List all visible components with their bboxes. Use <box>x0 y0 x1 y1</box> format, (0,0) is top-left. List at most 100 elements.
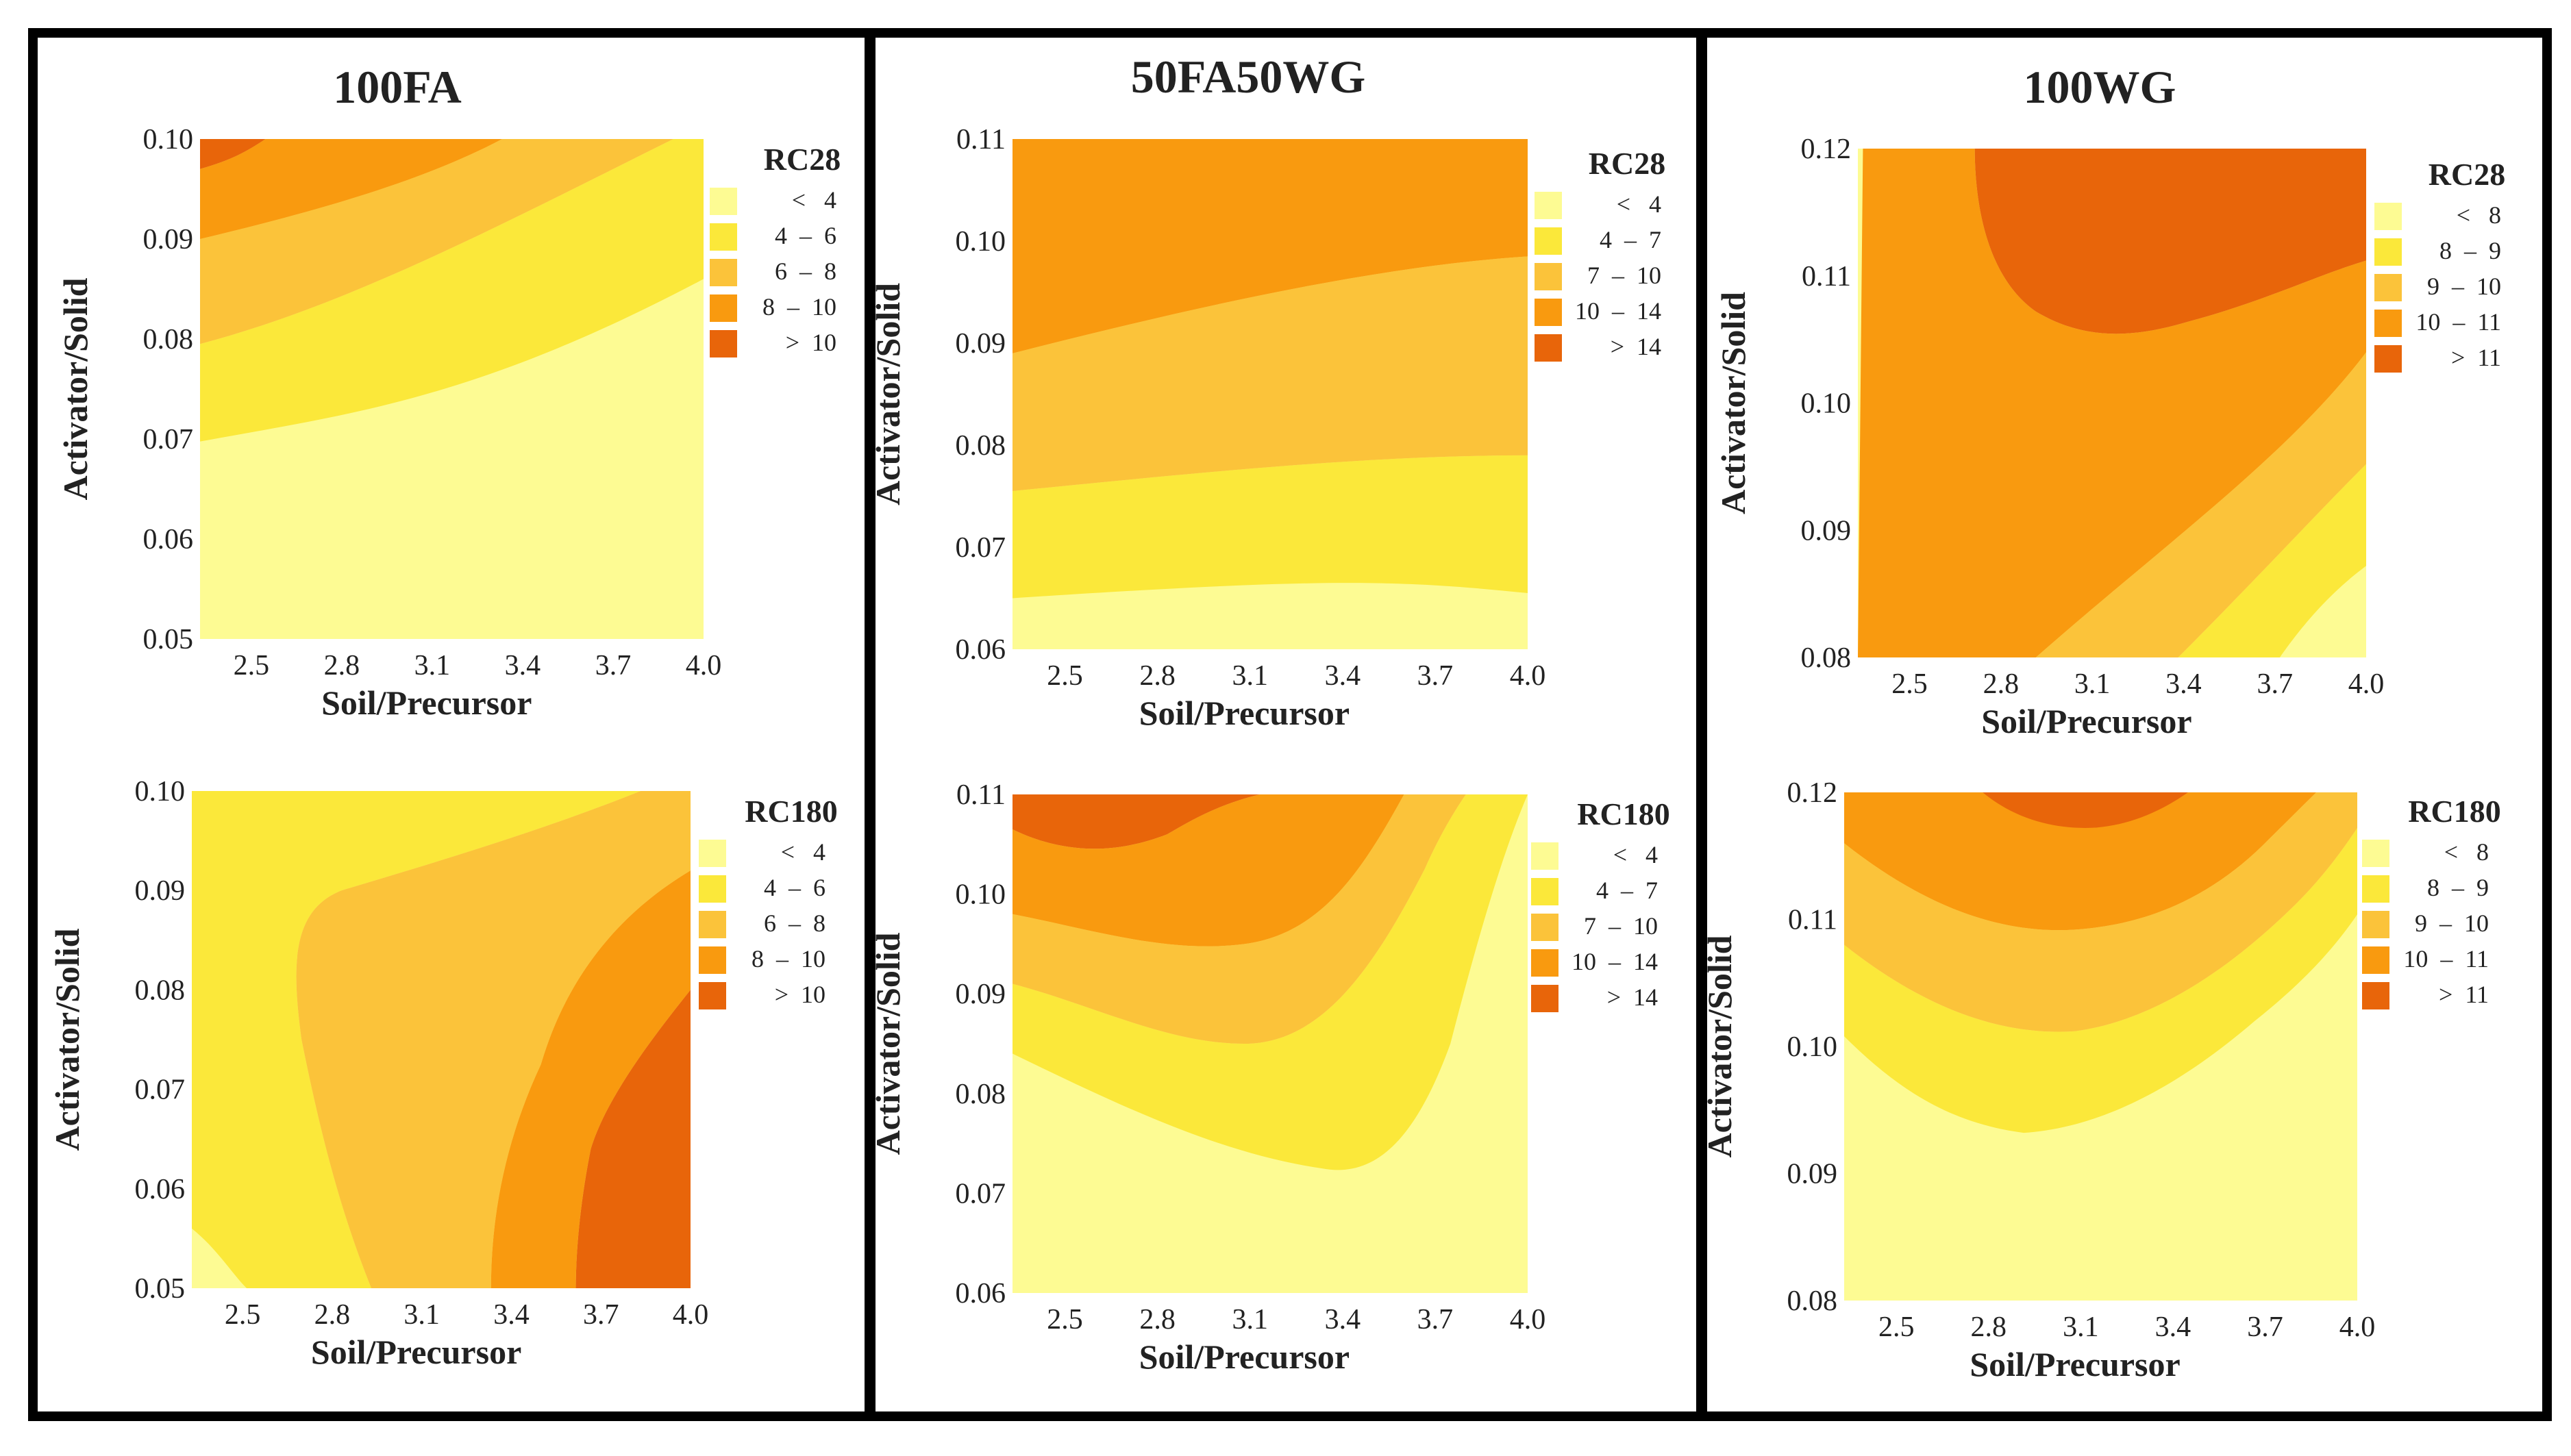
x-axis-label: Soil/Precursor <box>1139 1338 1350 1376</box>
x-axis-label: Soil/Precursor <box>311 1333 521 1371</box>
legend-label: 4 – 7 <box>1600 226 1661 253</box>
x-tick-label: 3.7 <box>595 650 632 681</box>
x-axis-label: Soil/Precursor <box>1970 1345 2180 1383</box>
y-tick-label: 0.08 <box>1801 642 1852 674</box>
contour-level-4 <box>1013 794 1404 946</box>
x-tick-label: 3.7 <box>583 1299 619 1331</box>
legend-swatch <box>710 259 737 286</box>
legend-swatch <box>710 294 737 322</box>
contour-level-1 <box>192 1228 247 1288</box>
panel-5: 0.11 0.10 0.09 0.08 0.07 0.06 2.5 2.8 3.1 3.4 3.7 4… <box>869 779 1670 1376</box>
y-tick-label: 0.12 <box>1787 777 1838 809</box>
legend-label: > 14 <box>1611 333 1661 360</box>
contour-level-2 <box>192 791 641 1288</box>
y-tick-label: 0.10 <box>956 879 1006 911</box>
x-tick-label: 4.0 <box>1510 660 1546 692</box>
x-tick-label: 2.8 <box>1971 1311 2007 1343</box>
x-tick-label: 3.7 <box>2257 668 2293 700</box>
column-divider-left <box>865 33 875 1416</box>
y-tick-label: 0.10 <box>1787 1031 1838 1063</box>
panel-title: 100WG <box>2024 61 2176 113</box>
column-divider-right <box>1696 33 1707 1416</box>
legend-swatch <box>710 223 737 251</box>
legend: RC28 < 4 4 – 7 7 – 10 10 – 14 > 14 <box>1535 146 1665 362</box>
contour-level-5 <box>200 139 266 169</box>
y-axis-label: Activator/Solid <box>56 277 95 500</box>
y-tick-label: 0.09 <box>956 979 1006 1010</box>
x-tick-label: 3.4 <box>1325 660 1361 692</box>
legend-swatch <box>1535 299 1562 326</box>
contour-level-1 <box>1013 794 1528 1293</box>
legend-label: 9 – 10 <box>2415 909 2489 937</box>
legend-label: < 4 <box>1617 190 1661 218</box>
y-tick-label: 0.12 <box>1801 134 1852 165</box>
legend-label: < 4 <box>792 186 836 214</box>
y-tick-label: 0.05 <box>143 624 194 655</box>
legend-label: 10 – 14 <box>1572 948 1658 975</box>
contour-area <box>200 139 704 639</box>
x-tick-label: 4.0 <box>2339 1311 2376 1343</box>
legend-label: 8 – 9 <box>2427 874 2489 901</box>
legend-label: 10 – 11 <box>2403 945 2489 972</box>
contour-level-2 <box>2178 464 2366 657</box>
legend-swatch <box>710 188 737 215</box>
contour-area <box>1013 794 1528 1293</box>
legend-label: 4 – 6 <box>775 222 836 249</box>
y-tick-label: 0.07 <box>143 424 194 455</box>
contour-area <box>1858 149 2366 657</box>
legend-label: > 14 <box>1607 983 1658 1011</box>
contour-level-1 <box>1013 583 1528 649</box>
x-tick-label: 2.5 <box>1047 660 1083 692</box>
legend-label: 9 – 10 <box>2427 273 2501 300</box>
legend-label: < 8 <box>2444 838 2489 866</box>
panel-title: 50FA50WG <box>1131 51 1366 103</box>
contour-area <box>1013 139 1528 649</box>
x-tick-label: 3.7 <box>1417 660 1454 692</box>
y-tick-label: 0.08 <box>956 430 1006 462</box>
y-tick-label: 0.09 <box>143 224 194 255</box>
x-tick-label: 3.1 <box>2074 668 2111 700</box>
y-tick-label: 0.06 <box>135 1174 186 1205</box>
x-tick-label: 2.5 <box>234 650 270 681</box>
panel-title: 100FA <box>333 61 462 113</box>
legend-label: 7 – 10 <box>1584 912 1658 940</box>
x-tick-label: 2.8 <box>1983 668 2020 700</box>
x-tick-label: 3.4 <box>2155 1311 2191 1343</box>
x-tick-label: 3.7 <box>2247 1311 2283 1343</box>
contour-area <box>1844 792 2357 1301</box>
legend-label: < 4 <box>1613 841 1658 868</box>
legend-swatch <box>1535 263 1562 290</box>
legend-swatch <box>1531 914 1558 941</box>
y-tick-label: 0.11 <box>1788 905 1837 936</box>
legend-swatch <box>2362 875 2389 903</box>
legend-swatch <box>1535 227 1562 255</box>
x-tick-label: 3.4 <box>505 650 541 681</box>
y-tick-label: 0.06 <box>956 634 1006 666</box>
y-tick-label: 0.07 <box>956 532 1006 564</box>
contour-level-3 <box>200 139 673 344</box>
legend-swatch <box>2362 911 2389 938</box>
y-tick-label: 0.10 <box>1801 388 1852 420</box>
panel-3: 100WG 0.12 0.11 0.10 0.09 0.08 2.5 2.8 3.1 3.4 3.7… <box>1714 61 2505 740</box>
y-tick-label: 0.08 <box>143 324 194 355</box>
y-tick-label: 0.08 <box>956 1079 1006 1110</box>
contour-level-3 <box>1013 256 1528 492</box>
panel-2: 50FA50WG 0.11 0.10 0.09 0.08 0.07 0.06 2.5 2.8 3.… <box>869 51 1665 732</box>
legend: RC180 < 4 4 – 6 6 – 8 8 – 10 > 10 <box>699 794 838 1009</box>
contour-level-1 <box>2279 566 2366 657</box>
panel-6: 0.12 0.11 0.10 0.09 0.08 2.5 2.8 3.1 3.4 3.7 4.0 So… <box>1700 777 2501 1383</box>
x-tick-label: 3.7 <box>1417 1304 1454 1335</box>
y-tick-label: 0.11 <box>1802 261 1851 292</box>
y-tick-label: 0.09 <box>1787 1159 1838 1190</box>
x-axis-label: Soil/Precursor <box>321 683 532 722</box>
contour-level-5 <box>575 990 691 1288</box>
legend-label: 4 – 7 <box>1596 877 1658 904</box>
y-axis-label: Activator/Solid <box>48 928 86 1151</box>
y-tick-label: 0.10 <box>956 226 1006 258</box>
legend-swatch <box>2374 238 2402 266</box>
y-tick-label: 0.10 <box>143 124 194 155</box>
panel-frames <box>28 28 2552 1421</box>
y-tick-label: 0.08 <box>1787 1285 1838 1317</box>
legend: RC180 < 8 8 – 9 9 – 10 10 – 11 > 11 <box>2362 794 2501 1009</box>
y-tick-label: 0.08 <box>135 975 186 1006</box>
